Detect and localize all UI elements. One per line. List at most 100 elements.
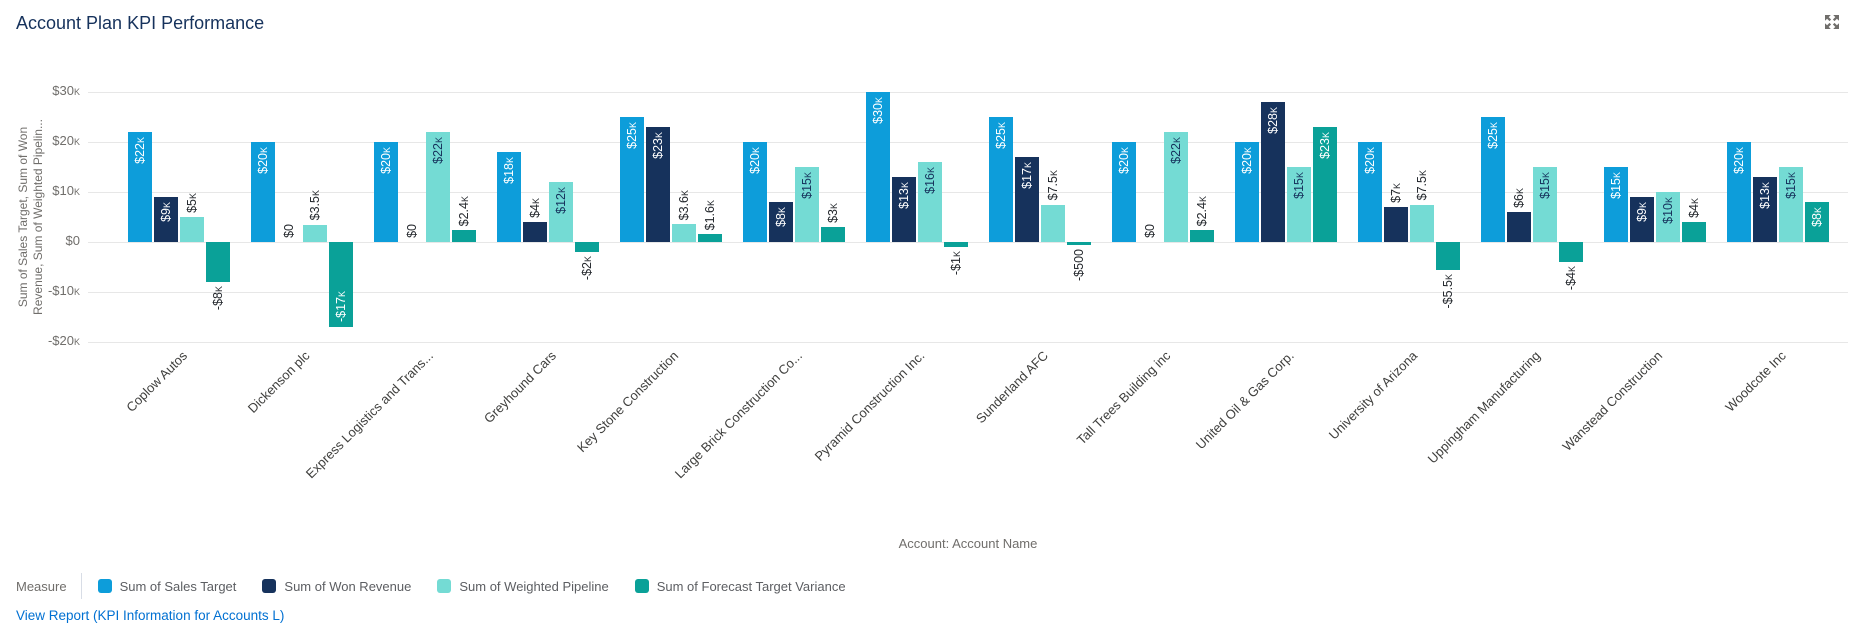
bar-sum-of-won-revenue[interactable] — [1753, 177, 1777, 242]
x-category-label: United Oil & Gas Corp. — [1192, 348, 1297, 453]
bar-sum-of-sales-target[interactable] — [128, 132, 152, 242]
bar-sum-of-sales-target[interactable] — [251, 142, 275, 242]
x-category-label: Greyhound Cars — [480, 348, 559, 427]
bar-sum-of-sales-target[interactable] — [866, 92, 890, 242]
x-category-label: Large Brick Construction Co... — [671, 348, 805, 482]
bar-sum-of-weighted-pipeline[interactable] — [1041, 204, 1065, 242]
bar-sum-of-won-revenue[interactable] — [892, 177, 916, 242]
bar-sum-of-won-revenue[interactable] — [646, 127, 670, 242]
bar-sum-of-forecast-target-variance[interactable] — [821, 227, 845, 242]
legend-item-label: Sum of Sales Target — [119, 578, 237, 594]
bar-value-label: $20K — [1732, 147, 1746, 174]
bar-value-label: $1.6K — [703, 199, 717, 230]
bar-sum-of-forecast-target-variance[interactable] — [1313, 127, 1337, 242]
bar-sum-of-sales-target[interactable] — [1604, 167, 1628, 242]
bar-sum-of-sales-target[interactable] — [497, 152, 521, 242]
legend-divider — [80, 573, 82, 599]
expand-arrows-icon — [1825, 14, 1839, 29]
bar-value-label: $4K — [528, 198, 542, 218]
legend-item[interactable]: Sum of Weighted Pipeline — [437, 579, 609, 594]
x-category-label: Uppingham Manufacturing — [1424, 348, 1543, 467]
bar-sum-of-won-revenue[interactable] — [1261, 102, 1285, 242]
bar-sum-of-forecast-target-variance[interactable] — [944, 242, 968, 247]
x-category-label: Tall Trees Building inc — [1074, 348, 1174, 448]
bar-sum-of-sales-target[interactable] — [1112, 142, 1136, 242]
bar-sum-of-forecast-target-variance[interactable] — [575, 242, 599, 252]
bar-value-label: $0 — [282, 224, 296, 238]
bar-value-label: $25K — [625, 122, 639, 149]
bar-sum-of-sales-target[interactable] — [1481, 117, 1505, 242]
bar-sum-of-weighted-pipeline[interactable] — [1410, 204, 1434, 242]
y-tick-label: $0 — [65, 233, 80, 248]
bar-value-label: -$4K — [1564, 266, 1578, 291]
x-category-label: Woodcote Inc — [1721, 348, 1789, 415]
legend-swatch — [437, 579, 452, 593]
y-tick-label: -$10K — [47, 283, 80, 298]
bar-value-label: -$8K — [211, 286, 225, 311]
bar-value-label: $15K — [1292, 172, 1306, 199]
bar-sum-of-sales-target[interactable] — [989, 117, 1013, 242]
bar-sum-of-weighted-pipeline[interactable] — [1533, 167, 1557, 242]
bar-value-label: $23K — [1318, 132, 1332, 159]
bar-sum-of-forecast-target-variance[interactable] — [1682, 222, 1706, 242]
bar-sum-of-won-revenue[interactable] — [523, 222, 547, 242]
bar-value-label: $25K — [994, 122, 1008, 149]
bar-value-label: $20K — [1240, 147, 1254, 174]
legend-measure-label: Measure — [16, 578, 67, 594]
bar-sum-of-weighted-pipeline[interactable] — [303, 224, 327, 242]
bar-sum-of-forecast-target-variance[interactable] — [329, 242, 353, 327]
bar-group: $25K $6K $15K -$4K — [1481, 92, 1583, 342]
bar-sum-of-won-revenue[interactable] — [1507, 212, 1531, 242]
bar-value-label: $13K — [1758, 182, 1772, 209]
x-category-label: Pyramid Construction Inc. — [811, 348, 928, 464]
bar-sum-of-won-revenue[interactable] — [769, 202, 793, 242]
expand-button[interactable] — [1822, 13, 1842, 33]
bar-value-label: -$5.5K — [1441, 273, 1455, 309]
bar-sum-of-weighted-pipeline[interactable] — [549, 182, 573, 242]
bar-sum-of-weighted-pipeline[interactable] — [1656, 192, 1680, 242]
bar-value-label: $8K — [774, 207, 788, 227]
bar-sum-of-sales-target[interactable] — [743, 142, 767, 242]
bar-sum-of-weighted-pipeline[interactable] — [1287, 167, 1311, 242]
bar-sum-of-sales-target[interactable] — [374, 142, 398, 242]
bar-sum-of-weighted-pipeline[interactable] — [180, 217, 204, 242]
bar-sum-of-forecast-target-variance[interactable] — [1805, 202, 1829, 242]
bar-sum-of-weighted-pipeline[interactable] — [795, 167, 819, 242]
bar-value-label: $5K — [185, 193, 199, 213]
bar-sum-of-forecast-target-variance[interactable] — [1190, 230, 1214, 242]
bar-value-label: $3K — [826, 203, 840, 223]
bar-group: $20K $13K $15K $8K — [1727, 92, 1829, 342]
bar-value-label: $7.5K — [1046, 170, 1060, 201]
bar-sum-of-sales-target[interactable] — [1235, 142, 1259, 242]
bar-sum-of-weighted-pipeline[interactable] — [672, 224, 696, 242]
bar-sum-of-sales-target[interactable] — [1727, 142, 1751, 242]
bar-group: $20K $28K $15K $23K — [1235, 92, 1337, 342]
bar-group: $25K $23K $3.6K $1.6K — [620, 92, 722, 342]
bar-sum-of-forecast-target-variance[interactable] — [698, 234, 722, 242]
legend-item[interactable]: Sum of Won Revenue — [262, 579, 411, 594]
bar-sum-of-won-revenue[interactable] — [1015, 157, 1039, 242]
bar-sum-of-won-revenue[interactable] — [1630, 197, 1654, 242]
bar-sum-of-weighted-pipeline[interactable] — [426, 132, 450, 242]
bar-sum-of-weighted-pipeline[interactable] — [1164, 132, 1188, 242]
bar-sum-of-won-revenue[interactable] — [1384, 207, 1408, 242]
bar-group: $15K $9K $10K $4K — [1604, 92, 1706, 342]
bar-sum-of-forecast-target-variance[interactable] — [206, 242, 230, 282]
x-category-label: Dickenson plc — [244, 348, 313, 416]
bar-sum-of-won-revenue[interactable] — [154, 197, 178, 242]
bar-sum-of-forecast-target-variance[interactable] — [1067, 242, 1091, 245]
bar-sum-of-forecast-target-variance[interactable] — [452, 230, 476, 242]
bar-sum-of-weighted-pipeline[interactable] — [1779, 167, 1803, 242]
bar-sum-of-forecast-target-variance[interactable] — [1559, 242, 1583, 262]
bar-sum-of-weighted-pipeline[interactable] — [918, 162, 942, 242]
bar-value-label: $23K — [651, 132, 665, 159]
bar-sum-of-forecast-target-variance[interactable] — [1436, 242, 1460, 270]
legend-item[interactable]: Sum of Forecast Target Variance — [634, 579, 846, 594]
view-report-link[interactable]: View Report (KPI Information for Account… — [16, 608, 285, 623]
bar-sum-of-sales-target[interactable] — [1358, 142, 1382, 242]
bar-value-label: $4K — [1687, 198, 1701, 218]
bar-sum-of-sales-target[interactable] — [620, 117, 644, 242]
bar-value-label: $20K — [256, 147, 270, 174]
legend-item[interactable]: Sum of Sales Target — [97, 578, 237, 594]
